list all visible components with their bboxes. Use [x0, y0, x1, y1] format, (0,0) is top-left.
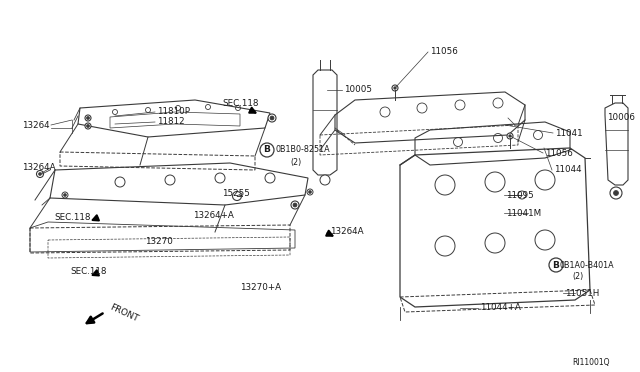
Circle shape: [320, 175, 330, 185]
Text: 11051H: 11051H: [565, 289, 600, 298]
Text: 0B1B0-8251A: 0B1B0-8251A: [276, 145, 331, 154]
Text: 11044+A: 11044+A: [480, 304, 521, 312]
Text: 11041M: 11041M: [506, 208, 541, 218]
Circle shape: [307, 189, 313, 195]
Circle shape: [270, 116, 274, 120]
Text: 11812: 11812: [157, 118, 184, 126]
Text: 11056: 11056: [430, 48, 458, 57]
Text: 13264+A: 13264+A: [193, 211, 234, 219]
Text: SEC.118: SEC.118: [70, 267, 106, 276]
Text: SEC.118: SEC.118: [222, 99, 259, 109]
Circle shape: [308, 190, 312, 193]
Text: SEC.118: SEC.118: [54, 214, 90, 222]
Text: (2): (2): [572, 273, 583, 282]
Circle shape: [63, 193, 67, 196]
Text: 13264: 13264: [22, 121, 50, 129]
Text: 11810P: 11810P: [157, 108, 190, 116]
Text: B: B: [264, 145, 271, 154]
Text: 13270: 13270: [145, 237, 173, 247]
Text: 10006: 10006: [607, 113, 635, 122]
Text: 13264A: 13264A: [330, 228, 364, 237]
Text: 13264A: 13264A: [22, 164, 56, 173]
Text: FRONT: FRONT: [108, 302, 140, 324]
Text: B: B: [552, 260, 559, 269]
Circle shape: [268, 114, 276, 122]
Text: RI11001Q: RI11001Q: [572, 357, 609, 366]
Circle shape: [62, 192, 68, 198]
Circle shape: [36, 170, 44, 177]
Text: 10005: 10005: [344, 86, 372, 94]
Text: 15255: 15255: [222, 189, 250, 198]
Text: 11041: 11041: [555, 128, 582, 138]
Circle shape: [394, 87, 396, 89]
Circle shape: [509, 135, 511, 137]
Text: 13270+A: 13270+A: [240, 283, 281, 292]
Circle shape: [85, 115, 91, 121]
Circle shape: [507, 133, 513, 139]
Circle shape: [86, 125, 90, 128]
Circle shape: [614, 190, 618, 196]
Circle shape: [610, 187, 622, 199]
Circle shape: [85, 123, 91, 129]
Text: 11095: 11095: [506, 190, 534, 199]
Text: 11044: 11044: [554, 166, 582, 174]
Circle shape: [291, 201, 299, 209]
Circle shape: [293, 203, 297, 207]
Circle shape: [38, 173, 42, 176]
Circle shape: [86, 116, 90, 119]
Text: 11056: 11056: [545, 148, 573, 157]
Text: 0B1A0-B401A: 0B1A0-B401A: [560, 260, 614, 269]
Text: (2): (2): [290, 157, 301, 167]
Circle shape: [392, 85, 398, 91]
